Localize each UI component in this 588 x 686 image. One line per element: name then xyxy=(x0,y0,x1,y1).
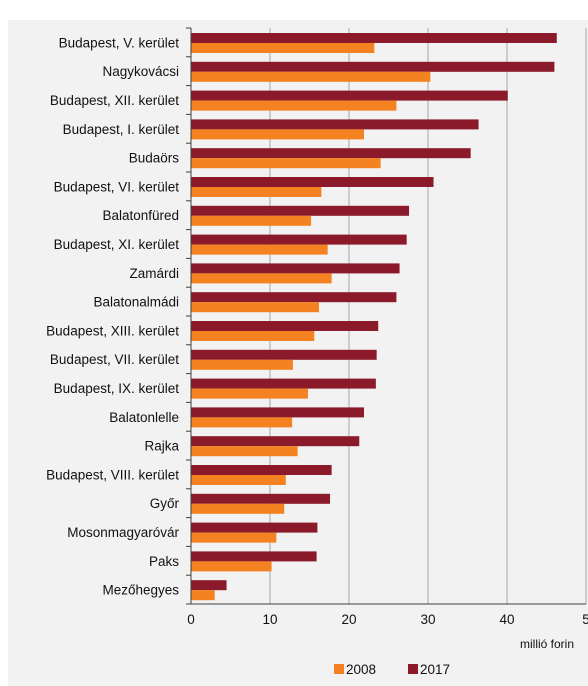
bar-2017 xyxy=(191,61,555,72)
legend-swatch-2008 xyxy=(334,664,344,674)
bar-2017 xyxy=(191,522,318,533)
bar-2008 xyxy=(191,302,319,313)
category-label: Budapest, V. kerület xyxy=(59,35,180,50)
bar-2017 xyxy=(191,148,471,159)
bar-2008 xyxy=(191,273,332,284)
bar-2008 xyxy=(191,475,286,485)
x-axis-title: millió forin xyxy=(520,637,574,651)
x-tick-label: 10 xyxy=(262,612,277,627)
category-label: Mosonmagyaróvár xyxy=(67,525,179,540)
category-label: Nagykovácsi xyxy=(102,64,179,79)
bar-2017 xyxy=(191,292,397,303)
bar-2008 xyxy=(191,446,298,457)
category-label: Budapest, VII. kerület xyxy=(50,352,179,367)
bar-2008 xyxy=(191,187,322,197)
bar-2008 xyxy=(191,100,397,111)
bar-2017 xyxy=(191,465,332,475)
category-label: Zamárdi xyxy=(129,266,179,281)
x-tick-label: 5 xyxy=(582,612,588,627)
bar-2008 xyxy=(191,71,431,82)
bar-2017 xyxy=(191,436,360,447)
bar-2008 xyxy=(191,590,215,601)
bar-2008 xyxy=(191,561,272,572)
x-tick-label: 30 xyxy=(420,612,435,627)
legend-swatch-2017 xyxy=(408,664,418,674)
category-label: Budapest, XII. kerület xyxy=(50,93,179,108)
category-label: Rajka xyxy=(144,439,179,454)
bar-2017 xyxy=(191,263,400,274)
category-label: Budapest, XIII. kerület xyxy=(46,323,179,338)
category-label: Budapest, VI. kerület xyxy=(54,179,180,194)
bar-2008 xyxy=(191,244,328,255)
bar-2017 xyxy=(191,33,557,43)
bar-2017 xyxy=(191,349,377,360)
bar-2008 xyxy=(191,43,375,53)
bar-2008 xyxy=(191,503,285,514)
bar-2017 xyxy=(191,205,410,216)
bar-2008 xyxy=(191,215,312,226)
bar-2017 xyxy=(191,321,379,331)
x-tick-label: 0 xyxy=(187,612,195,627)
bar-2008 xyxy=(191,331,315,341)
x-tick-label: 20 xyxy=(341,612,356,627)
category-label: Balatonfüred xyxy=(102,208,179,223)
bar-2008 xyxy=(191,532,277,543)
category-label: Budapest, XI. kerület xyxy=(54,237,180,252)
category-label: Győr xyxy=(150,496,180,511)
bar-2017 xyxy=(191,90,508,101)
bar-2017 xyxy=(191,177,434,187)
bar-2008 xyxy=(191,158,381,169)
bar-2017 xyxy=(191,119,479,130)
legend-label-2008: 2008 xyxy=(346,662,376,677)
category-label: Budapest, VIII. kerület xyxy=(46,467,179,482)
bar-2008 xyxy=(191,129,365,140)
category-label: Mezőhegyes xyxy=(102,583,179,598)
bar-2017 xyxy=(191,551,317,562)
bar-2017 xyxy=(191,378,376,389)
category-label: Budapest, I. kerület xyxy=(63,122,180,137)
bar-2008 xyxy=(191,417,293,428)
bar-2017 xyxy=(191,234,407,245)
category-label: Paks xyxy=(149,554,179,569)
category-label: Budaörs xyxy=(129,151,180,166)
category-label: Balatonlelle xyxy=(109,410,179,425)
category-label: Balatonalmádi xyxy=(93,295,179,310)
x-tick-label: 40 xyxy=(499,612,514,627)
bar-2017 xyxy=(191,580,227,591)
category-label: Budapest, IX. kerület xyxy=(54,381,180,396)
bar-2017 xyxy=(191,493,331,504)
bar-2008 xyxy=(191,388,308,399)
bar-2008 xyxy=(191,359,293,370)
bar-2017 xyxy=(191,407,365,418)
legend-label-2017: 2017 xyxy=(420,662,450,677)
